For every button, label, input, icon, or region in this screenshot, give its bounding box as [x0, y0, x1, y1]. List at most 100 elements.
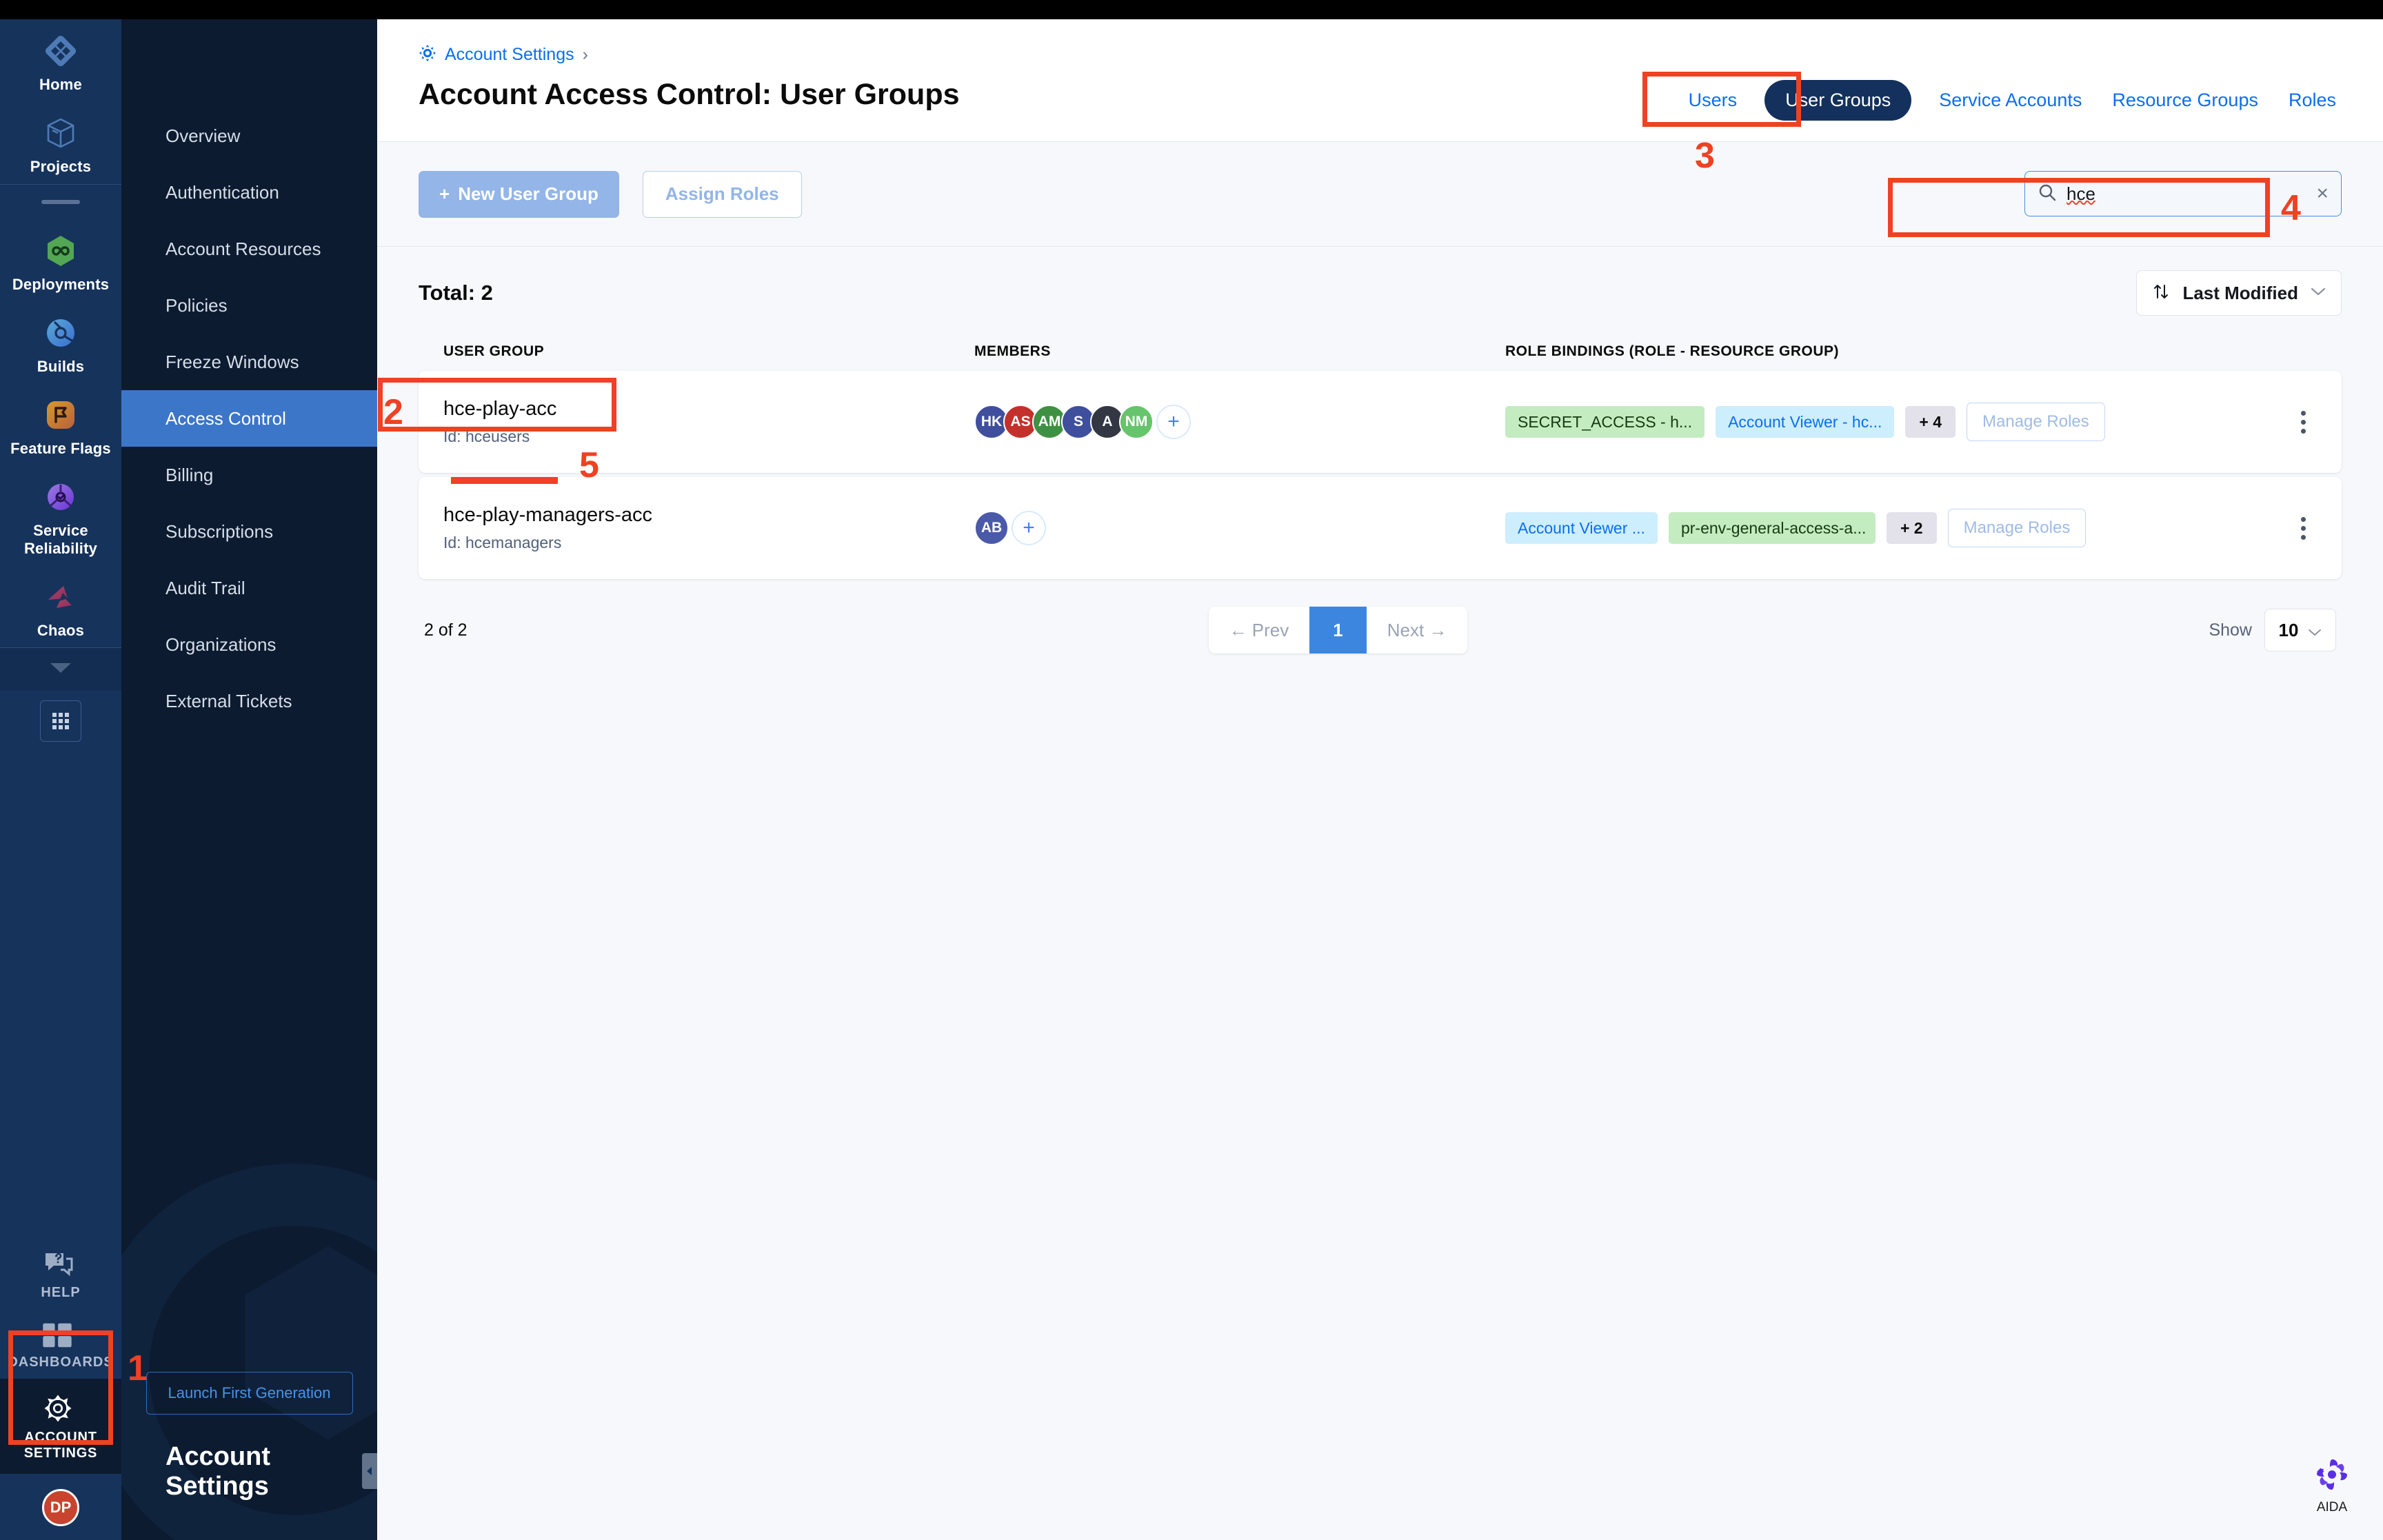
rail-item-deployments[interactable]: Deployments — [0, 219, 121, 301]
rail-item-label: Feature Flags — [10, 440, 111, 458]
primary-nav-rail: Home Projects Deployments — [0, 19, 121, 1540]
chevron-down-icon — [2308, 620, 2322, 641]
role-binding-chip[interactable]: Account Viewer - hc... — [1716, 406, 1895, 438]
sidebar-item-external-tickets[interactable]: External Tickets — [121, 673, 377, 729]
new-user-group-button[interactable]: + New User Group — [419, 170, 619, 218]
sidebar-item-label: Organizations — [165, 634, 276, 655]
add-member-button[interactable]: + — [1156, 405, 1191, 439]
avatar[interactable]: A — [1090, 405, 1125, 439]
user-group-id: Id: hcemanagers — [443, 534, 562, 551]
aida-button[interactable]: AIDA — [2314, 1457, 2350, 1515]
pagination-count: 2 of 2 — [424, 620, 467, 640]
tab-roles[interactable]: Roles — [2288, 90, 2336, 110]
sidebar-item-label: Authentication — [165, 181, 279, 203]
browser-top-bar — [0, 0, 2383, 19]
avatar[interactable]: AS — [1003, 405, 1038, 439]
manage-roles-button[interactable]: Manage Roles — [1967, 403, 2105, 441]
search-input[interactable]: hce × — [2024, 171, 2342, 216]
members-cell: AB + — [974, 511, 1505, 545]
page-size-value: 10 — [2278, 619, 2299, 640]
rail-item-dashboards[interactable]: DASHBOARDS — [0, 1309, 121, 1379]
rail-expand-button[interactable] — [0, 648, 121, 691]
sidebar-item-audit-trail[interactable]: Audit Trail — [121, 560, 377, 616]
sidebar-item-label: Access Control — [165, 407, 286, 429]
page-number-1[interactable]: 1 — [1309, 607, 1367, 654]
page-size-select[interactable]: 10 — [2264, 609, 2336, 651]
rail-item-account-settings[interactable]: ACCOUNT SETTINGS — [0, 1379, 121, 1474]
role-binding-chip[interactable]: pr-env-general-access-a... — [1668, 512, 1876, 544]
tab-user-groups[interactable]: User Groups — [1764, 80, 1912, 121]
assign-roles-button[interactable]: Assign Roles — [642, 170, 802, 218]
role-binding-more-count[interactable]: + 2 — [1886, 512, 1937, 544]
prev-page-button[interactable]: ← Prev — [1229, 619, 1289, 640]
page-title: Account Access Control: User Groups — [419, 78, 960, 111]
secondary-nav-title: Account Settings — [165, 1442, 270, 1501]
chevron-down-icon — [2311, 287, 2326, 300]
rail-item-label: DASHBOARDS — [8, 1355, 114, 1370]
role-binding-chip[interactable]: SECRET_ACCESS - h... — [1505, 406, 1705, 438]
apps-grid-icon[interactable] — [40, 700, 81, 742]
avatar[interactable]: S — [1061, 405, 1096, 439]
secondary-nav: Overview Authentication Account Resource… — [121, 19, 377, 1540]
launch-first-generation-button[interactable]: Launch First Generation — [145, 1372, 353, 1415]
table-row[interactable]: hce-play-managers-acc Id: hcemanagers AB… — [419, 477, 2342, 579]
rail-item-feature-flags[interactable]: Feature Flags — [0, 383, 121, 465]
plus-icon: + — [439, 183, 450, 204]
search-icon — [2038, 183, 2057, 205]
gear-icon — [41, 1392, 80, 1424]
user-group-name: hce-play-acc — [443, 398, 557, 420]
sidebar-item-freeze-windows[interactable]: Freeze Windows — [121, 334, 377, 390]
sidebar-item-authentication[interactable]: Authentication — [121, 164, 377, 221]
sidebar-item-subscriptions[interactable]: Subscriptions — [121, 503, 377, 560]
rail-item-home[interactable]: Home — [0, 19, 121, 101]
sidebar-item-overview[interactable]: Overview — [121, 108, 377, 164]
rail-item-projects[interactable]: Projects — [0, 101, 121, 183]
builds-circle-icon — [41, 314, 80, 352]
role-bindings-cell: Account Viewer ... pr-env-general-access… — [1505, 509, 2317, 547]
pagination-control: ← Prev 1 Next → — [1208, 607, 1468, 654]
sidebar-item-billing[interactable]: Billing — [121, 447, 377, 503]
column-header-role-bindings: ROLE BINDINGS (ROLE - RESOURCE GROUP) — [1505, 343, 1840, 359]
sidebar-item-access-control[interactable]: Access Control — [121, 390, 377, 447]
sort-arrows-icon — [2152, 283, 2170, 304]
row-menu-icon[interactable] — [2289, 516, 2317, 540]
tab-users[interactable]: Users — [1688, 90, 1738, 110]
avatar[interactable]: NM — [1119, 405, 1154, 439]
chevron-right-icon: › — [582, 45, 588, 64]
avatar[interactable]: AB — [974, 511, 1009, 545]
member-avatars: HK AS AM S A NM + — [974, 405, 1505, 439]
show-label: Show — [2209, 620, 2252, 640]
sidebar-item-label: External Tickets — [165, 690, 292, 711]
row-menu-icon[interactable] — [2289, 410, 2317, 434]
avatar[interactable]: HK — [974, 405, 1009, 439]
sidebar-item-organizations[interactable]: Organizations — [121, 616, 377, 673]
manage-roles-button[interactable]: Manage Roles — [1947, 509, 2087, 547]
breadcrumb-account-settings[interactable]: Account Settings — [445, 45, 574, 64]
avatar[interactable]: DP — [42, 1489, 79, 1526]
sidebar-item-account-resources[interactable]: Account Resources — [121, 221, 377, 277]
avatar[interactable]: AM — [1032, 405, 1067, 439]
add-member-button[interactable]: + — [1012, 511, 1046, 545]
rail-item-help[interactable]: HELP — [0, 1237, 121, 1309]
clear-icon[interactable]: × — [2316, 182, 2329, 205]
sidebar-item-label: Account Resources — [165, 238, 321, 259]
secondary-nav-footer: Launch First Generation Account Settings — [121, 1372, 377, 1540]
sidebar-item-label: Audit Trail — [165, 577, 245, 598]
home-diamond-icon — [41, 32, 80, 70]
role-binding-more-count[interactable]: + 4 — [1905, 406, 1955, 438]
rail-item-service-reliability[interactable]: Service Reliability — [0, 465, 121, 565]
next-page-button[interactable]: Next → — [1387, 619, 1447, 640]
rail-item-label: Chaos — [37, 622, 85, 640]
role-binding-chip[interactable]: Account Viewer ... — [1505, 512, 1658, 544]
rail-item-label: Home — [39, 76, 82, 93]
secondary-nav-list: Overview Authentication Account Resource… — [121, 19, 377, 729]
sort-dropdown[interactable]: Last Modified — [2136, 270, 2342, 316]
tab-resource-groups[interactable]: Resource Groups — [2112, 90, 2258, 110]
rail-item-chaos[interactable]: Chaos — [0, 565, 121, 647]
sidebar-item-policies[interactable]: Policies — [121, 277, 377, 334]
rail-item-builds[interactable]: Builds — [0, 301, 121, 383]
table-row[interactable]: hce-play-acc Id: hceusers HK AS AM S A N… — [419, 371, 2342, 473]
tab-service-accounts[interactable]: Service Accounts — [1939, 90, 2082, 110]
chevron-down-icon — [49, 661, 72, 678]
collapse-sidebar-handle[interactable] — [362, 1453, 377, 1489]
